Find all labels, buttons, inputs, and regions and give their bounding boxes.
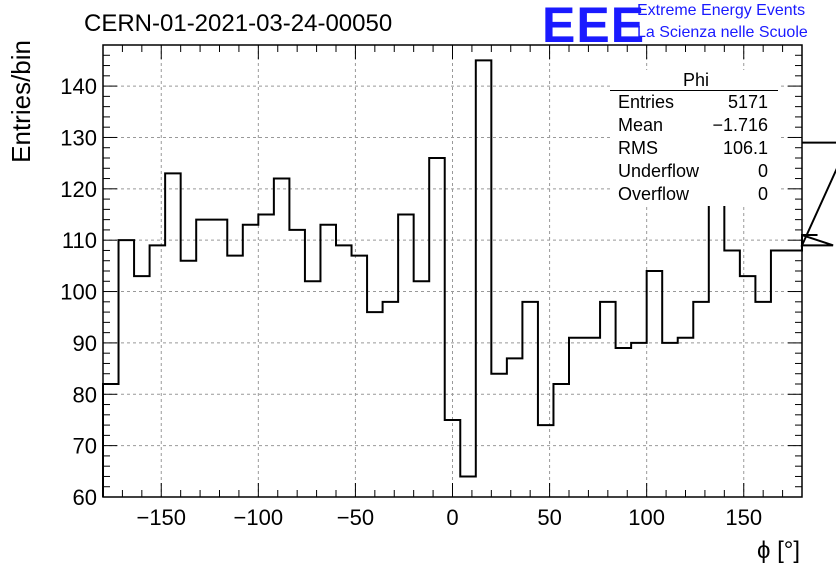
stats-label: Overflow xyxy=(618,184,690,204)
stats-row-underflow: Underflow 0 xyxy=(610,160,778,183)
y-tick-label: 100 xyxy=(60,280,97,305)
x-tick-label: −150 xyxy=(136,505,186,530)
stats-row-overflow: Overflow 0 xyxy=(610,183,778,206)
y-tick-label: 80 xyxy=(73,382,97,407)
x-tick-label: 50 xyxy=(537,505,561,530)
stats-label: Entries xyxy=(618,92,675,112)
stats-value: 0 xyxy=(757,184,768,204)
y-tick-label: 70 xyxy=(73,434,97,459)
stats-row-rms: RMS 106.1 xyxy=(610,137,778,160)
stats-row-mean: Mean −1.716 xyxy=(610,114,778,137)
stats-label: RMS xyxy=(618,138,658,158)
stats-row-entries: Entries 5171 xyxy=(610,91,778,114)
run-title: CERN-01-2021-03-24-00050 xyxy=(84,10,393,37)
y-tick-label: 90 xyxy=(73,331,97,356)
stats-divider xyxy=(610,90,778,91)
eee-logo-line1: Extreme Energy Events xyxy=(637,2,806,19)
eee-logo: EEE xyxy=(542,0,646,53)
stats-value: 5171 xyxy=(727,92,768,112)
x-tick-label: 100 xyxy=(628,505,665,530)
x-tick-label: −100 xyxy=(234,505,284,530)
stats-value: −1.716 xyxy=(712,115,768,135)
y-tick-label: 140 xyxy=(60,74,97,99)
stats-label: Underflow xyxy=(618,161,700,181)
x-tick-label: −50 xyxy=(337,505,374,530)
y-tick-label: 130 xyxy=(60,125,97,150)
y-tick-label: 120 xyxy=(60,177,97,202)
stats-value: 106.1 xyxy=(722,138,768,158)
stats-label: Mean xyxy=(618,115,664,135)
eee-logo-line2: La Scienza nelle Scuole xyxy=(637,24,808,41)
stats-value: 0 xyxy=(757,161,768,181)
y-tick-label: 60 xyxy=(73,485,97,510)
x-tick-label: 150 xyxy=(725,505,762,530)
stats-title: Phi xyxy=(682,70,709,90)
stats-box: Phi Entries 5171 Mean −1.716 RMS 106.1 U… xyxy=(610,70,778,206)
x-tick-label: 0 xyxy=(446,505,458,530)
x-axis-label: ϕ [°] xyxy=(757,537,800,564)
y-axis-label: Entries/bin xyxy=(6,40,36,163)
y-tick-label: 110 xyxy=(62,228,97,253)
